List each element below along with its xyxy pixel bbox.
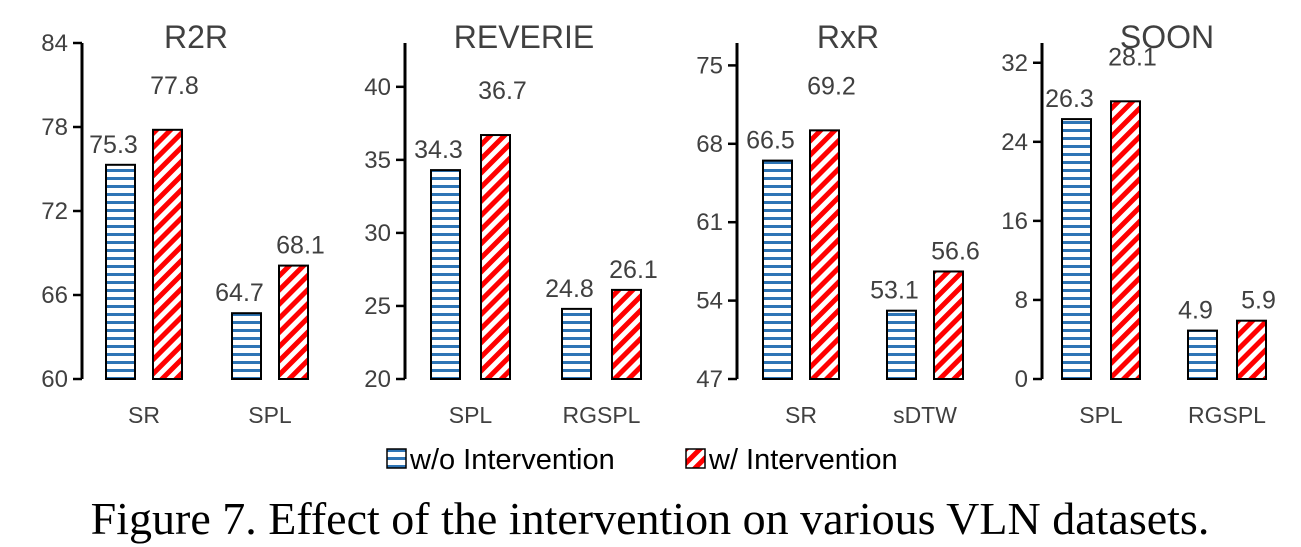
chart-title: REVERIE <box>454 19 594 55</box>
bar-without-intervention-spl <box>231 312 262 381</box>
y-tick-label: 24 <box>1001 129 1028 156</box>
legend-swatch-with-intervention <box>685 448 706 469</box>
legend-item-with-intervention: w/ Intervention <box>685 444 898 476</box>
data-label: 4.9 <box>1178 297 1213 325</box>
chart-title: RxR <box>817 19 879 55</box>
y-tick-label: 35 <box>364 147 391 174</box>
bar-with-intervention-spl <box>278 264 309 381</box>
chart-panel-rxr: RxR 47 54 61 68 75 66.5 53.1 69.2 56.6 SR sDTW <box>696 19 980 428</box>
bar-with-intervention-rgspl <box>611 288 642 381</box>
bar-with-intervention-spl <box>1110 100 1141 381</box>
y-tick-label: 47 <box>696 366 723 393</box>
chart-panel-reverie: REVERIE 20 25 30 35 40 34.3 24.8 36.7 26.1 SPL RGSP… <box>364 19 658 428</box>
y-tick-label: 20 <box>364 366 391 393</box>
legend: w/o Intervention w/ Intervention <box>386 444 898 476</box>
bar-without-intervention-spl <box>1061 118 1092 380</box>
bar-without-intervention-sr <box>762 159 793 380</box>
figure-caption: Figure 7. Effect of the intervention on … <box>91 493 1210 544</box>
y-tick-label: 60 <box>41 366 68 393</box>
y-tick-label: 78 <box>41 114 68 141</box>
y-tick-label: 72 <box>41 198 68 225</box>
x-category-label: RGSPL <box>563 402 641 428</box>
legend-label-without-intervention: w/o Intervention <box>409 444 615 476</box>
data-label: 68.1 <box>276 232 325 260</box>
x-category-label: RGSPL <box>1188 402 1266 428</box>
x-category-label: SPL <box>1079 402 1123 428</box>
data-label: 53.1 <box>870 277 919 305</box>
y-tick-label: 30 <box>364 220 391 247</box>
data-label: 64.7 <box>215 279 264 307</box>
y-tick-label: 61 <box>696 209 723 236</box>
y-tick-label: 0 <box>1015 366 1028 393</box>
data-label: 5.9 <box>1241 287 1276 315</box>
data-label: 24.8 <box>545 275 594 303</box>
data-label: 26.1 <box>609 256 658 284</box>
y-tick-label: 54 <box>696 288 723 315</box>
bar-without-intervention-sdtw <box>886 309 917 380</box>
bar-without-intervention-spl <box>430 169 461 380</box>
data-label: 36.7 <box>478 77 527 105</box>
y-tick-label: 75 <box>696 52 723 79</box>
bar-with-intervention-spl <box>480 134 511 380</box>
bar-without-intervention-sr <box>105 163 136 380</box>
x-category-label: SR <box>128 402 160 428</box>
bar-with-intervention-sr <box>152 128 183 380</box>
data-label: 75.3 <box>89 131 138 159</box>
data-label: 26.3 <box>1045 85 1094 113</box>
y-tick-label: 68 <box>696 131 723 158</box>
y-tick-label: 84 <box>41 30 68 57</box>
data-label: 69.2 <box>807 72 856 100</box>
chart-panel-soon: SOON 0 8 16 24 32 26.3 4.9 28.1 5.9 SPL RGSPL <box>1001 19 1276 428</box>
y-tick-label: 25 <box>364 293 391 320</box>
data-label: 77.8 <box>150 72 199 100</box>
y-tick-label: 66 <box>41 282 68 309</box>
bar-without-intervention-rgspl <box>1187 329 1218 381</box>
chart-title: R2R <box>164 19 228 55</box>
data-label: 56.6 <box>931 237 980 265</box>
bar-with-intervention-sdtw <box>933 270 964 381</box>
y-tick-label: 16 <box>1001 208 1028 235</box>
x-category-label: sDTW <box>893 402 957 428</box>
bar-with-intervention-rgspl <box>1236 319 1267 381</box>
chart-panel-r2r: R2R 60 66 72 78 84 75.3 64.7 77.8 68.1 SR SPL <box>41 19 325 428</box>
y-tick-label: 8 <box>1015 287 1028 314</box>
legend-swatch-without-intervention <box>386 448 407 469</box>
bar-without-intervention-rgspl <box>561 307 592 381</box>
data-label: 28.1 <box>1108 43 1157 71</box>
y-tick-label: 32 <box>1001 50 1028 77</box>
x-category-label: SPL <box>449 402 493 428</box>
x-category-label: SPL <box>248 402 292 428</box>
chart-title: SOON <box>1120 19 1214 55</box>
y-tick-label: 40 <box>364 74 391 101</box>
x-category-label: SR <box>785 402 817 428</box>
legend-item-without-intervention: w/o Intervention <box>386 444 615 476</box>
data-label: 66.5 <box>746 127 795 155</box>
legend-label-with-intervention: w/ Intervention <box>708 444 898 476</box>
bar-with-intervention-sr <box>809 129 840 380</box>
data-label: 34.3 <box>414 136 463 164</box>
